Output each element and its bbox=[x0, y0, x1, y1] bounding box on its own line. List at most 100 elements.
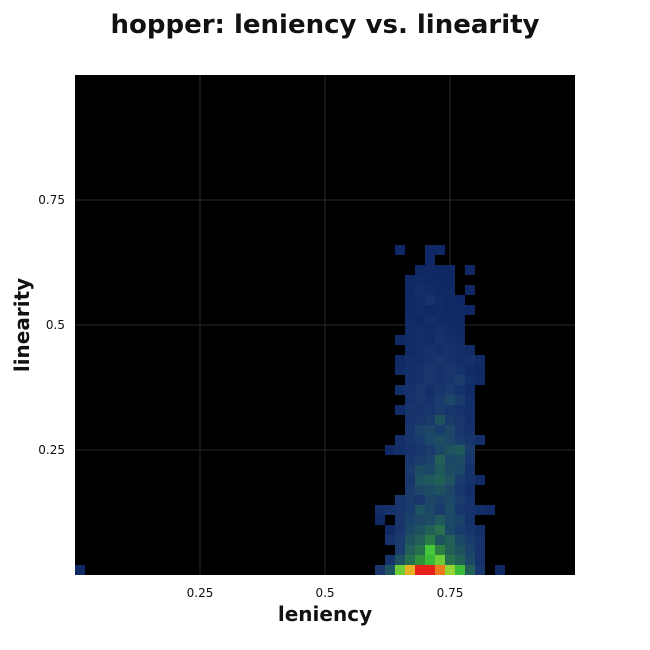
heatmap-cell bbox=[445, 275, 455, 285]
heatmap-cell bbox=[395, 405, 405, 415]
heatmap-cell bbox=[455, 515, 465, 525]
heatmap-cell bbox=[455, 465, 465, 475]
heatmap-cell bbox=[445, 465, 455, 475]
heatmap-cell bbox=[435, 395, 445, 405]
heatmap-cell bbox=[425, 405, 435, 415]
heatmap-cell bbox=[425, 515, 435, 525]
y-tick-label: 0.75 bbox=[38, 193, 65, 207]
heatmap-cell bbox=[435, 365, 445, 375]
heatmap-cell bbox=[455, 435, 465, 445]
heatmap-cell bbox=[425, 475, 435, 485]
heatmap-cell bbox=[375, 515, 385, 525]
heatmap-cell bbox=[465, 355, 475, 365]
heatmap-cell bbox=[435, 555, 445, 565]
heatmap-cell bbox=[435, 405, 445, 415]
heatmap-cell bbox=[415, 285, 425, 295]
heatmap-cell bbox=[435, 415, 445, 425]
heatmap-cell bbox=[465, 515, 475, 525]
heatmap-cell bbox=[435, 375, 445, 385]
heatmap-cell bbox=[415, 535, 425, 545]
heatmap-cell bbox=[425, 445, 435, 455]
heatmap-cell bbox=[425, 275, 435, 285]
heatmap-cell bbox=[435, 545, 445, 555]
heatmap-cell bbox=[445, 545, 455, 555]
heatmap-cell bbox=[395, 525, 405, 535]
heatmap-cell bbox=[405, 305, 415, 315]
heatmap-cell bbox=[405, 395, 415, 405]
heatmap-cell bbox=[465, 365, 475, 375]
heatmap-cell bbox=[435, 385, 445, 395]
heatmap-cell bbox=[435, 315, 445, 325]
heatmap-cell bbox=[455, 355, 465, 365]
heatmap-cell bbox=[465, 385, 475, 395]
heatmap-cell bbox=[425, 425, 435, 435]
heatmap-cell bbox=[455, 565, 465, 575]
heatmap-cell bbox=[455, 385, 465, 395]
heatmap-cell bbox=[395, 565, 405, 575]
heatmap-cell bbox=[415, 515, 425, 525]
heatmap-cell bbox=[405, 355, 415, 365]
heatmap-cell bbox=[455, 535, 465, 545]
heatmap-cell bbox=[455, 295, 465, 305]
heatmap-cell bbox=[415, 275, 425, 285]
heatmap-cell bbox=[435, 485, 445, 495]
heatmap-cell bbox=[445, 325, 455, 335]
heatmap-cell bbox=[425, 435, 435, 445]
heatmap-cell bbox=[465, 405, 475, 415]
heatmap-cell bbox=[425, 545, 435, 555]
heatmap-cell bbox=[465, 545, 475, 555]
heatmap-cell bbox=[465, 305, 475, 315]
heatmap-cell bbox=[395, 245, 405, 255]
heatmap-cell bbox=[435, 445, 445, 455]
heatmap-cell bbox=[385, 535, 395, 545]
heatmap-cell bbox=[375, 565, 385, 575]
heatmap-cell bbox=[415, 525, 425, 535]
heatmap-cell bbox=[405, 275, 415, 285]
heatmap-cell bbox=[415, 305, 425, 315]
heatmap-cell bbox=[405, 485, 415, 495]
heatmap-cell bbox=[455, 445, 465, 455]
heatmap-cell bbox=[405, 415, 415, 425]
heatmap-cell bbox=[415, 425, 425, 435]
heatmap-cell bbox=[415, 495, 425, 505]
heatmap-cell bbox=[425, 485, 435, 495]
heatmap-cell bbox=[445, 425, 455, 435]
heatmap-cell bbox=[435, 525, 445, 535]
heatmap-cell bbox=[405, 455, 415, 465]
heatmap-cell bbox=[425, 285, 435, 295]
heatmap-cell bbox=[395, 505, 405, 515]
heatmap-cell bbox=[405, 535, 415, 545]
heatmap-cell bbox=[465, 345, 475, 355]
heatmap-cell bbox=[455, 365, 465, 375]
heatmap-cell bbox=[435, 345, 445, 355]
heatmap-cell bbox=[405, 285, 415, 295]
heatmap-cell bbox=[455, 545, 465, 555]
heatmap-cell bbox=[475, 565, 485, 575]
heatmap-cell bbox=[395, 515, 405, 525]
heatmap-cell bbox=[415, 315, 425, 325]
heatmap-cell bbox=[465, 285, 475, 295]
heatmap-cell bbox=[425, 415, 435, 425]
heatmap-cell bbox=[465, 415, 475, 425]
heatmap-cell bbox=[425, 265, 435, 275]
heatmap-cell bbox=[445, 295, 455, 305]
heatmap-cell bbox=[405, 385, 415, 395]
heatmap-cell bbox=[475, 375, 485, 385]
heatmap-cell bbox=[435, 285, 445, 295]
heatmap-cell bbox=[445, 445, 455, 455]
heatmap-cell bbox=[425, 295, 435, 305]
heatmap-cell bbox=[435, 355, 445, 365]
heatmap-cell bbox=[455, 485, 465, 495]
heatmap-cell bbox=[455, 395, 465, 405]
heatmap-cell bbox=[435, 295, 445, 305]
heatmap-cell bbox=[465, 395, 475, 405]
heatmap-cell bbox=[455, 315, 465, 325]
heatmap-cell bbox=[445, 285, 455, 295]
x-tick-label: 0.25 bbox=[187, 586, 214, 600]
heatmap-cell bbox=[435, 565, 445, 575]
heatmap-cell bbox=[445, 505, 455, 515]
heatmap-cell bbox=[445, 385, 455, 395]
y-tick-label: 0.25 bbox=[38, 443, 65, 457]
heatmap-cell bbox=[415, 435, 425, 445]
heatmap-cell bbox=[415, 555, 425, 565]
